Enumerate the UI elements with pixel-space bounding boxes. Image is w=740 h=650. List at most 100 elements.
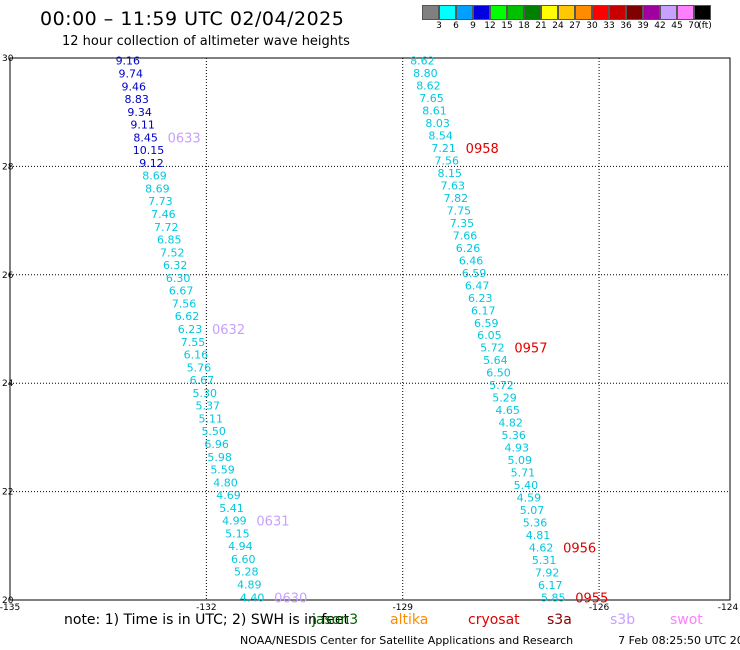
lon-tick-label: -135 (0, 603, 20, 613)
wave-height-value: 6.50 (486, 367, 511, 380)
wave-height-value: 9.11 (130, 119, 155, 132)
wave-height-value: 8.45 (133, 131, 158, 144)
legend-swatches (422, 5, 711, 20)
legend-label: 70 (688, 21, 700, 31)
legend-swatch (694, 5, 711, 20)
wave-height-value: 8.03 (425, 117, 450, 130)
wave-height-value: 9.74 (119, 67, 144, 80)
wave-height-value: 6.46 (459, 254, 484, 267)
legend-swatch (609, 5, 626, 20)
pass-time-label: 0632 (212, 323, 245, 338)
wave-height-value: 6.62 (175, 310, 200, 323)
footer-credit: NOAA/NESDIS Center for Satellite Applica… (240, 634, 740, 647)
wave-height-value: 5.30 (193, 387, 218, 400)
pass-time-label: 0956 (563, 541, 596, 556)
pass-time-label: 0955 (575, 591, 608, 606)
wave-height-value: 7.82 (444, 192, 469, 205)
wave-height-value: 6.96 (204, 438, 229, 451)
legend-label: 27 (569, 21, 581, 31)
wave-height-value: 7.55 (181, 336, 206, 349)
wave-height-value: 8.69 (142, 170, 167, 183)
legend-label: 15 (501, 21, 513, 31)
legend-label: 21 (535, 21, 547, 31)
wave-height-value: 5.41 (219, 502, 244, 515)
wave-height-value: 6.30 (166, 272, 191, 285)
lon-tick-label: -124 (718, 603, 739, 613)
lat-tick-label: 20 (2, 596, 14, 606)
wave-height-value: 5.59 (210, 464, 235, 477)
legend-swatch (575, 5, 592, 20)
lat-tick-label: 30 (2, 54, 14, 64)
legend-label: 39 (637, 21, 649, 31)
wave-height-value: 5.31 (532, 554, 557, 567)
wave-height-value: 5.64 (483, 354, 508, 367)
wave-height-value: 6.17 (538, 579, 563, 592)
pass-time-label: 0958 (466, 142, 499, 157)
wave-height-value: 7.56 (172, 297, 197, 310)
wave-height-value: 8.62 (416, 80, 441, 93)
wave-height-value: 6.23 (468, 292, 493, 305)
legend-swatch (422, 5, 439, 20)
wave-height-value: 8.83 (124, 93, 149, 106)
wave-height-value: 6.17 (471, 304, 496, 317)
wave-height-value: 8.54 (428, 130, 453, 143)
wave-height-value: 5.07 (520, 504, 545, 517)
wave-height-value: 6.60 (231, 553, 256, 566)
wave-height-value: 7.75 (447, 204, 472, 217)
wave-height-value: 7.65 (419, 92, 444, 105)
wave-height-value: 5.36 (523, 516, 548, 529)
legend-swatch (558, 5, 575, 20)
satellite-label-altika: altika (390, 612, 429, 628)
wave-height-value: 5.85 (541, 591, 566, 604)
legend-swatch (524, 5, 541, 20)
wave-height-value: 4.94 (228, 540, 253, 553)
wave-height-value: 4.99 (222, 515, 247, 528)
legend-label: 6 (453, 21, 459, 31)
wave-height-value: 6.47 (465, 279, 490, 292)
wave-height-value: 5.11 (198, 412, 223, 425)
wave-height-value: 6.59 (474, 317, 499, 330)
wave-height-value: 4.62 (529, 541, 554, 554)
satellite-label-s3a: s3a (547, 612, 572, 628)
wave-height-value: 4.59 (517, 491, 542, 504)
wave-height-value: 4.65 (495, 404, 520, 417)
wave-height-value: 5.37 (196, 400, 221, 413)
wave-height-value: 5.36 (501, 429, 526, 442)
lon-tick-label: -129 (393, 603, 414, 613)
legend-labels: 3 6 9 12 15 18 21 24 27 30 33 36 39 42 45 70 (ft) (422, 20, 712, 34)
footer-note: note: 1) Time is in UTC; 2) SWH is in fe… (64, 612, 350, 628)
wave-height-value: 5.72 (480, 342, 505, 355)
wave-height-value: 4.89 (237, 579, 262, 592)
lon-tick-label: -126 (589, 603, 610, 613)
wave-height-value: 5.28 (234, 566, 259, 579)
wave-height-value: 6.59 (462, 267, 487, 280)
wave-height-value: 7.46 (151, 208, 176, 221)
wave-height-value: 7.21 (431, 142, 456, 155)
wave-height-value: 4.93 (504, 442, 529, 455)
legend-label: 12 (484, 21, 496, 31)
legend-label: 3 (436, 21, 442, 31)
satellite-label-cryosat: cryosat (468, 612, 520, 628)
legend-label: 18 (518, 21, 530, 31)
wave-height-value: 4.82 (498, 417, 523, 430)
wave-height-value: 6.05 (477, 329, 502, 342)
wave-height-value: 5.40 (514, 479, 539, 492)
pass-time-label: 0630 (274, 591, 307, 606)
legend-swatch (507, 5, 524, 20)
wave-height-value: 7.35 (450, 217, 475, 230)
legend-label: 36 (620, 21, 632, 31)
wave-height-value: 4.81 (526, 529, 551, 542)
legend-label: 33 (603, 21, 615, 31)
wave-height-value: 4.80 (213, 476, 238, 489)
wave-height-value: 10.15 (133, 144, 165, 157)
legend-swatch (592, 5, 609, 20)
legend-swatch (626, 5, 643, 20)
wave-height-value: 6.16 (184, 349, 209, 362)
legend-label: 30 (586, 21, 598, 31)
wave-height-value: 5.72 (489, 379, 514, 392)
wave-height-value: 6.26 (456, 242, 481, 255)
legend-swatch (677, 5, 694, 20)
legend-swatch (439, 5, 456, 20)
wave-height-value: 7.73 (148, 195, 173, 208)
pass-time-label: 0633 (168, 131, 201, 146)
